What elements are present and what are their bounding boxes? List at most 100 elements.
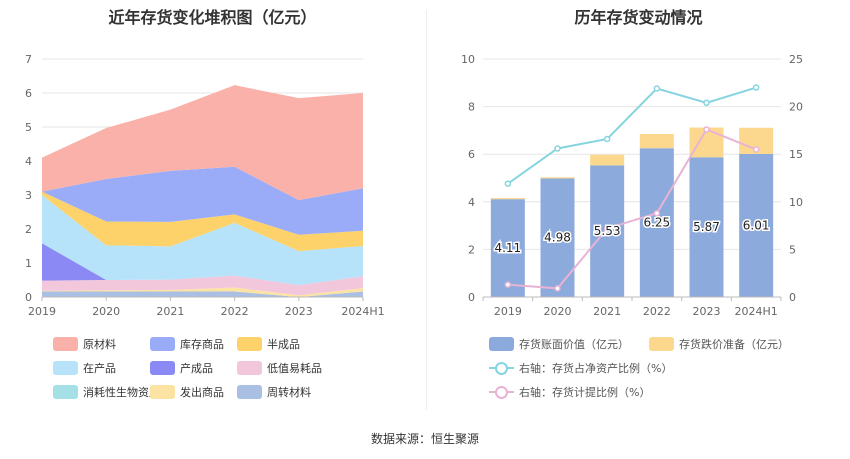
x-tick-label: 2022 bbox=[643, 305, 671, 318]
legend-swatch bbox=[237, 385, 262, 399]
legend-label: 库存商品 bbox=[180, 338, 224, 351]
y-tick-label: 1 bbox=[25, 257, 32, 270]
legend-item-turnover-materials[interactable]: 周转材料 bbox=[237, 384, 311, 400]
legend-item-semi-finished[interactable]: 半成品 bbox=[237, 336, 300, 352]
bar-value-label: 5.87 bbox=[693, 220, 720, 234]
legend-swatch bbox=[53, 361, 78, 375]
x-tick-label: 2022 bbox=[221, 305, 249, 318]
area-wip bbox=[42, 195, 363, 286]
bar-value-label: 5.53 bbox=[594, 224, 621, 238]
y-tick-label: 6 bbox=[25, 87, 32, 100]
legend-label: 产成品 bbox=[180, 362, 213, 375]
x-tick-label: 2023 bbox=[693, 305, 721, 318]
bar-value-label: 4.98 bbox=[544, 231, 571, 245]
legend-swatch bbox=[649, 337, 674, 351]
y-left-tick-label: 6 bbox=[468, 148, 475, 161]
legend-label: 消耗性生物资产 bbox=[83, 386, 160, 399]
legend-label: 发出商品 bbox=[180, 386, 224, 399]
stacked-area-panel: 近年存货变化堆积图（亿元） 0 1 2 3 4 5 6 7 2019 2020 2021 2022 20… bbox=[0, 0, 425, 420]
legend-item-book-value-bar[interactable]: 存货账面价值（亿元） bbox=[489, 336, 629, 352]
legend-item-goods-shipped[interactable]: 发出商品 bbox=[150, 384, 224, 400]
legend-swatch bbox=[489, 337, 514, 351]
area-semi-finished bbox=[42, 191, 363, 252]
legend-item-raw-materials[interactable]: 原材料 bbox=[53, 336, 116, 352]
y-left-tick-label: 4 bbox=[468, 196, 475, 209]
area-low-value bbox=[42, 275, 363, 296]
area-goods-shipped bbox=[42, 287, 363, 297]
line-point bbox=[653, 85, 661, 92]
y-tick-label: 4 bbox=[25, 155, 32, 168]
x-tick-label: 2024H1 bbox=[735, 305, 778, 318]
legend-swatch bbox=[150, 361, 175, 375]
stacked-area-legend: 原材料 库存商品 半成品在产品 产成品 低值易耗品消耗性生物资产 发出商品 周转材料 bbox=[0, 0, 425, 420]
legend-label: 周转材料 bbox=[267, 386, 311, 399]
y-tick-label: 0 bbox=[25, 291, 32, 304]
x-tick-label: 2019 bbox=[494, 305, 522, 318]
y-tick-label: 3 bbox=[25, 189, 32, 202]
inventory-change-panel: 历年存货变动情况 0 2 4 6 8 10 0 5 10 15 20 25 2019 2020 2021 20… bbox=[427, 0, 850, 420]
x-tick-label: 2019 bbox=[28, 305, 56, 318]
panel-divider bbox=[426, 10, 427, 410]
legend-item-finished-products[interactable]: 产成品 bbox=[150, 360, 213, 376]
legend-swatch bbox=[237, 361, 262, 375]
stacked-area-chart: 0 1 2 3 4 5 6 7 2019 2020 2021 2022 2023 2024H1 bbox=[25, 53, 385, 318]
x-tick-label: 2020 bbox=[544, 305, 572, 318]
line-point bbox=[603, 135, 611, 143]
x-tick-label: 2024H1 bbox=[341, 305, 384, 318]
legend-label: 右轴：存货占净资产比例（%） bbox=[519, 362, 673, 375]
legend-item-goods-in-stock[interactable]: 库存商品 bbox=[150, 336, 224, 352]
line-point bbox=[703, 99, 710, 107]
bar-value-label: 6.01 bbox=[743, 218, 770, 232]
bar-book-value bbox=[540, 178, 575, 297]
y-right-tick-label: 5 bbox=[789, 243, 796, 256]
y-left-tick-label: 2 bbox=[468, 243, 475, 256]
data-source-footer: 数据来源：恒生聚源 bbox=[370, 432, 479, 446]
legend-item-low-value[interactable]: 低值易耗品 bbox=[237, 360, 322, 376]
bar-book-value bbox=[490, 199, 525, 297]
legend-item-wip[interactable]: 在产品 bbox=[53, 360, 116, 376]
y-right-tick-label: 25 bbox=[789, 53, 803, 66]
y-right-tick-label: 15 bbox=[789, 148, 803, 161]
y-right-tick-label: 10 bbox=[789, 196, 803, 209]
legend-item-impairment-bar[interactable]: 存货跌价准备（亿元） bbox=[649, 336, 789, 352]
y-left-tick-label: 10 bbox=[461, 53, 475, 66]
line-ratio-line bbox=[507, 86, 757, 185]
legend-swatch bbox=[237, 337, 262, 351]
legend-label: 低值易耗品 bbox=[267, 362, 322, 375]
y-left-tick-label: 8 bbox=[468, 101, 475, 114]
legend-line-icon bbox=[489, 385, 514, 399]
legend-swatch bbox=[150, 385, 175, 399]
line-point bbox=[653, 209, 661, 217]
area-turnover-materials bbox=[42, 291, 363, 297]
legend-swatch bbox=[150, 337, 175, 351]
bar-impairment bbox=[540, 177, 575, 179]
line-point bbox=[752, 146, 760, 153]
legend-item-bio-assets[interactable]: 消耗性生物资产 bbox=[53, 384, 160, 400]
area-raw-materials bbox=[42, 85, 363, 201]
y-tick-label: 2 bbox=[25, 223, 32, 236]
inventory-change-title: 历年存货变动情况 bbox=[574, 8, 703, 27]
legend-label: 半成品 bbox=[267, 338, 300, 351]
legend-label: 存货跌价准备（亿元） bbox=[679, 338, 789, 351]
y-right-tick-label: 20 bbox=[789, 101, 803, 114]
legend-item-provision-line[interactable]: 右轴：存货计提比例（%） bbox=[489, 384, 650, 400]
bar-book-value bbox=[639, 148, 674, 297]
inventory-change-legend: 存货账面价值（亿元） 存货跌价准备（亿元） 右轴：存货占净资产比例（%） 右轴：存货计… bbox=[427, 0, 850, 420]
legend-item-ratio-line[interactable]: 右轴：存货占净资产比例（%） bbox=[489, 360, 672, 376]
area-goods-in-stock bbox=[42, 166, 363, 235]
stacked-area-title: 近年存货变化堆积图（亿元） bbox=[108, 8, 317, 27]
line-point bbox=[752, 84, 760, 91]
y-tick-label: 7 bbox=[25, 53, 32, 66]
line-point bbox=[703, 126, 710, 133]
bar-value-label: 6.25 bbox=[643, 216, 670, 230]
x-tick-label: 2020 bbox=[92, 305, 120, 318]
legend-label: 原材料 bbox=[83, 338, 116, 351]
legend-label: 右轴：存货计提比例（%） bbox=[519, 386, 651, 399]
y-right-tick-label: 0 bbox=[789, 291, 796, 304]
legend-swatch bbox=[53, 385, 78, 399]
bar-book-value bbox=[739, 153, 774, 297]
bar-book-value bbox=[689, 157, 724, 297]
y-left-tick-label: 0 bbox=[468, 291, 475, 304]
line-point bbox=[603, 225, 611, 232]
legend-line-icon bbox=[489, 361, 514, 375]
